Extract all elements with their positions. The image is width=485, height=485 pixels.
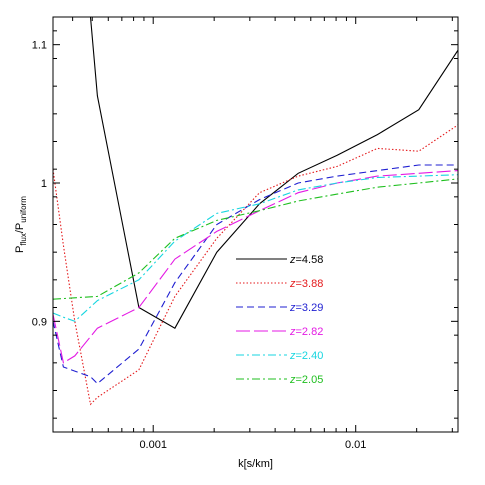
legend-label-3: z=2.82 — [289, 326, 323, 338]
x-tick-label: 0.001 — [139, 439, 167, 451]
legend-label-value: =2.40 — [296, 350, 324, 362]
legend-label-4: z=2.40 — [289, 350, 323, 362]
series-line-5 — [53, 178, 458, 300]
y-tick-label: 0.9 — [32, 316, 47, 328]
legend-label-var: z — [289, 302, 296, 314]
y-axis-label-sub-uniform: uniform — [19, 196, 28, 223]
y-axis-label-sub-flux: flux — [19, 233, 28, 245]
series-line-3 — [53, 170, 458, 364]
legend-label-0: z=4.58 — [289, 254, 323, 266]
y-axis-label: Pflux/Puniform — [14, 196, 28, 253]
legend-label-value: =2.82 — [296, 326, 324, 338]
legend-label-var: z — [289, 350, 296, 362]
x-tick-label: 0.01 — [345, 439, 366, 451]
series-line-4 — [53, 174, 458, 322]
legend-label-var: z — [289, 374, 296, 386]
y-tick-label: 1.1 — [32, 40, 47, 52]
y-axis-label-main: P — [14, 246, 26, 253]
legend-label-value: =3.88 — [296, 278, 324, 290]
legend-label-value: =4.58 — [296, 254, 324, 266]
legend-label-2: z=3.29 — [289, 302, 323, 314]
y-tick-label: 1 — [41, 178, 47, 190]
series-line-1 — [53, 124, 458, 406]
ticks-layer: 0.001 0.01 0.9 1 1.1 — [32, 17, 458, 451]
series-line-2 — [53, 164, 458, 385]
legend-label-var: z — [289, 326, 296, 338]
legend-label-value: =3.29 — [296, 302, 324, 314]
legend-label-var: z — [289, 254, 296, 266]
legend: z=4.58z=3.88z=3.29z=2.82z=2.40z=2.05 — [236, 254, 323, 386]
x-axis-label: k[s/km] — [238, 458, 273, 470]
series-layer — [53, 17, 458, 406]
series-line-0 — [89, 17, 458, 329]
legend-label-var: z — [289, 278, 296, 290]
legend-label-5: z=2.05 — [289, 374, 323, 386]
legend-label-value: =2.05 — [296, 374, 324, 386]
plot-frame — [52, 16, 459, 433]
y-axis-label-separator: /P — [14, 223, 26, 233]
legend-label-1: z=3.88 — [289, 278, 323, 290]
